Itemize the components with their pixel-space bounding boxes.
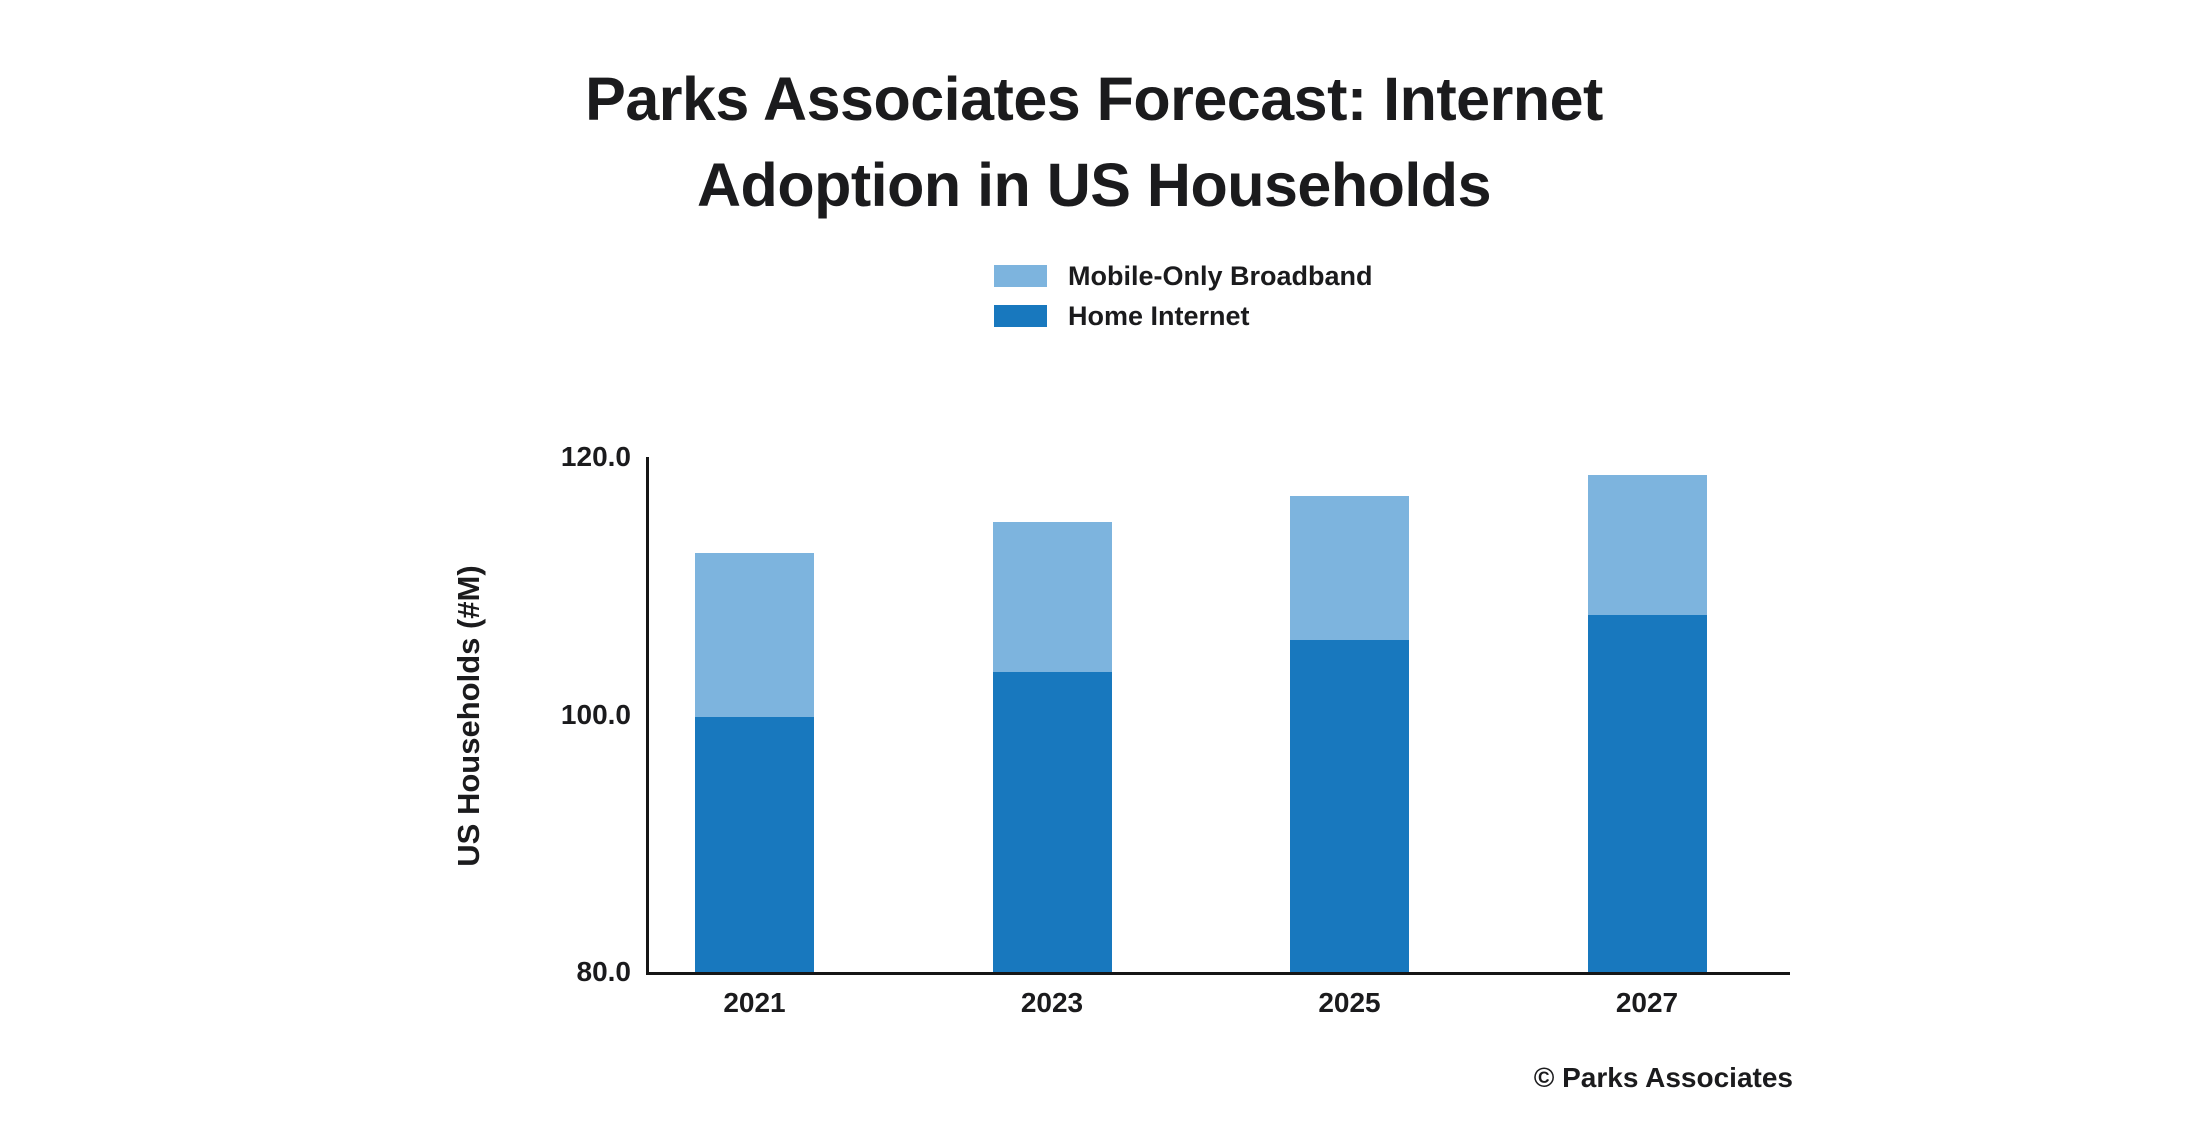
bar-segment-home-internet [992, 672, 1112, 972]
legend-item-home-internet: Home Internet [994, 296, 1373, 336]
x-tick-label-2027: 2027 [1615, 987, 1679, 1018]
y-tick-label-80: 80.0 [576, 956, 632, 987]
legend-swatch-mobile-only-broadband [994, 265, 1047, 287]
y-tick-label-120: 120.0 [560, 441, 631, 472]
bar-segment-mobile-only-broadband [1290, 496, 1409, 640]
x-tick-label-2025: 2025 [1318, 987, 1381, 1018]
bar-segment-home-internet [1290, 640, 1409, 972]
chart-title: Parks Associates Forecast: Internet Adop… [0, 56, 2188, 228]
plot-area: 120.0 100.0 80.0 2021 2023 2025 2027 [561, 441, 1790, 1018]
bar-segment-mobile-only-broadband [695, 553, 814, 717]
bar-segment-mobile-only-broadband [992, 522, 1112, 672]
legend-item-mobile-only-broadband: Mobile-Only Broadband [994, 256, 1373, 296]
bar-segment-home-internet [1587, 615, 1707, 972]
chart-title-line-1: Parks Associates Forecast: Internet [585, 65, 1603, 133]
y-axis-title: US Households (#M) [451, 565, 486, 867]
legend: Mobile-Only Broadband Home Internet [994, 256, 1373, 336]
legend-swatch-home-internet [994, 305, 1047, 327]
legend-label-home-internet: Home Internet [1068, 300, 1250, 331]
y-tick-label-100: 100.0 [560, 698, 631, 730]
legend-label-mobile-only-broadband: Mobile-Only Broadband [1068, 260, 1373, 291]
bar-segment-home-internet [695, 717, 814, 972]
copyright-text: © Parks Associates [1533, 1062, 1793, 1093]
x-tick-label-2021: 2021 [723, 987, 786, 1018]
chart-title-line-2: Adoption in US Households [697, 151, 1492, 219]
bar-segment-mobile-only-broadband [1587, 475, 1707, 615]
x-tick-label-2023: 2023 [1020, 987, 1084, 1018]
